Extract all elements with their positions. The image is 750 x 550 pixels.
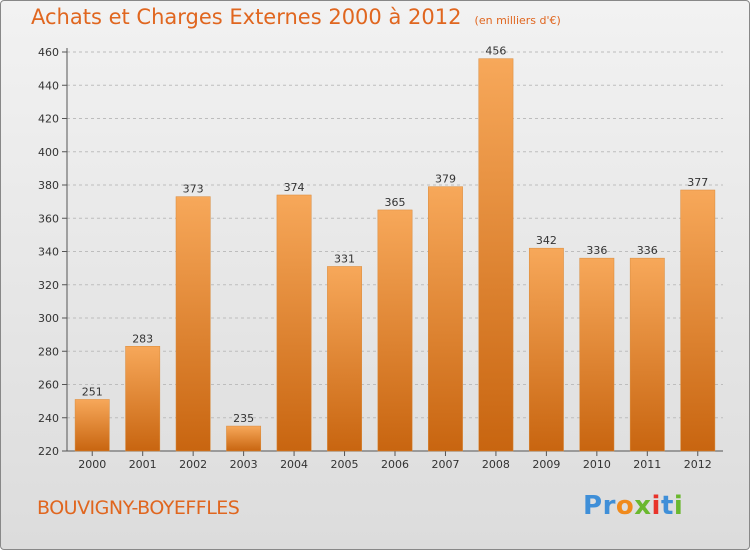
data-label: 336 [586,244,607,257]
commune-name: BOUVIGNY-BOYEFFLES [37,497,240,519]
data-label: 377 [687,176,708,189]
x-tick-label: 2005 [331,458,359,471]
logo-letter: x [634,491,652,521]
bar [629,257,665,452]
y-tick-label: 280 [38,345,59,358]
bar [125,346,161,452]
logo-letter: o [615,491,635,521]
y-tick-label: 460 [38,46,59,59]
bars [74,58,716,452]
y-tick-label: 220 [38,445,59,458]
bar [74,399,110,452]
logo-letter: i [651,491,661,521]
data-label: 283 [132,332,153,345]
x-tick-label: 2003 [230,458,258,471]
labels: 220 240 260 280 300 320 340 360 380 400 420 440 460 2… [38,45,712,471]
logo-letter: r [602,491,616,521]
y-tick-label: 260 [38,379,59,392]
x-tick-label: 2008 [482,458,510,471]
logo-letter: P [583,491,603,521]
proxiti-logo: Proxiti [583,491,683,521]
logo-letter: i [673,491,684,521]
data-label: 251 [82,385,103,398]
x-tick-label: 2004 [280,458,308,471]
bar [175,196,211,452]
chart-title: Achats et Charges Externes 2000 à 2012 (… [31,5,561,29]
x-tick-label: 2009 [532,458,560,471]
bar [226,425,262,452]
x-tick-label: 2011 [633,458,661,471]
y-tick-label: 360 [38,212,59,225]
data-label: 235 [233,412,254,425]
bar [428,186,463,452]
x-tick-label: 2007 [431,458,459,471]
bar [528,247,564,452]
data-label: 336 [637,244,658,257]
data-label: 342 [536,234,557,247]
bar [327,266,362,452]
y-tick-label: 440 [38,79,59,92]
bar [579,257,615,452]
bar [276,194,312,452]
y-tick-label: 340 [38,246,59,259]
y-tick-label: 400 [38,146,59,159]
data-label: 374 [284,181,305,194]
x-tick-label: 2000 [78,458,106,471]
x-tick-label: 2001 [129,458,157,471]
data-label: 456 [485,45,506,58]
chart-subtitle: (en milliers d'€) [474,14,561,27]
x-tick-label: 2012 [684,458,712,471]
logo-letter: t [660,491,674,521]
y-tick-label: 380 [38,179,59,192]
y-tick-label: 420 [38,113,59,126]
data-label: 373 [183,183,204,196]
chart-title-main: Achats et Charges Externes 2000 à 2012 [31,5,462,29]
data-label: 365 [385,196,406,209]
y-tick-label: 300 [38,312,59,325]
bar [680,189,716,452]
x-tick-label: 2010 [583,458,611,471]
bar [377,209,413,452]
x-tick-label: 2006 [381,458,409,471]
data-label: 331 [334,252,355,265]
y-tick-label: 240 [38,412,59,425]
y-tick-label: 320 [38,279,59,292]
bar [478,58,514,452]
x-tick-label: 2002 [179,458,207,471]
data-label: 379 [435,173,456,186]
